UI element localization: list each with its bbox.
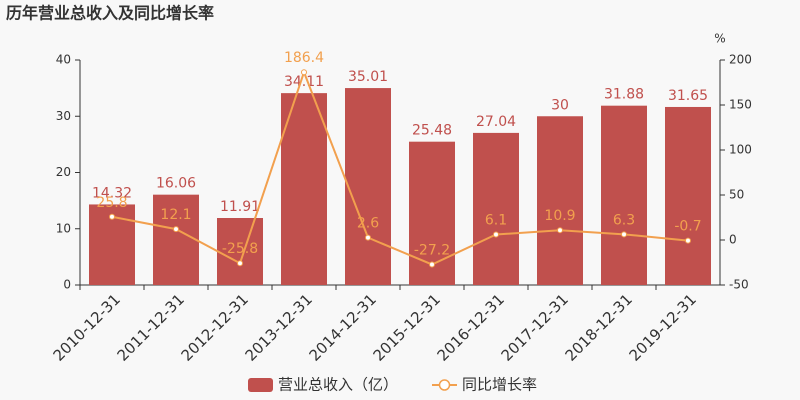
line-value-label: 6.1 bbox=[485, 213, 507, 229]
legend-swatch bbox=[248, 378, 273, 392]
line-point bbox=[557, 227, 563, 234]
y2-tick-label: 150 bbox=[729, 98, 752, 112]
line-value-label: 25.8 bbox=[96, 195, 127, 211]
line-point bbox=[173, 226, 179, 233]
line-point bbox=[365, 234, 371, 241]
line-point bbox=[429, 261, 435, 268]
y2-tick-label: -50 bbox=[729, 278, 749, 292]
line-point bbox=[493, 231, 499, 238]
line-value-label: -25.8 bbox=[222, 241, 258, 257]
line-value-label: 2.6 bbox=[357, 216, 379, 232]
bar bbox=[409, 141, 455, 285]
y-tick-label: 0 bbox=[63, 278, 71, 292]
line-point bbox=[109, 213, 115, 220]
line-value-label: 6.3 bbox=[613, 212, 635, 228]
legend-label: 营业总收入（亿） bbox=[278, 376, 398, 394]
bar bbox=[601, 105, 647, 285]
bar-value-label: 11.91 bbox=[220, 199, 260, 215]
bar-value-label: 31.65 bbox=[668, 88, 708, 104]
bar-value-label: 31.88 bbox=[604, 87, 644, 103]
bar-value-label: 25.48 bbox=[412, 123, 452, 139]
line-value-label: 186.4 bbox=[284, 50, 324, 66]
bar bbox=[665, 106, 711, 285]
bar bbox=[217, 218, 263, 285]
line-point bbox=[621, 231, 627, 238]
line-value-label: -27.2 bbox=[414, 242, 450, 258]
y2-tick-label: 100 bbox=[729, 143, 752, 157]
bar bbox=[537, 116, 583, 285]
line-point bbox=[685, 237, 691, 244]
bar bbox=[345, 88, 391, 285]
bar bbox=[473, 132, 519, 285]
y2-tick-label: 0 bbox=[729, 233, 737, 247]
line-value-label: 10.9 bbox=[544, 208, 575, 224]
y-tick-label: 20 bbox=[56, 165, 71, 179]
bar-value-label: 30 bbox=[551, 97, 569, 113]
bar-value-label: 35.01 bbox=[348, 69, 388, 85]
line-point bbox=[301, 69, 307, 76]
y-tick-label: 40 bbox=[56, 53, 71, 67]
y2-unit: % bbox=[714, 32, 725, 46]
y-tick-label: 10 bbox=[56, 221, 71, 235]
bar-value-label: 27.04 bbox=[476, 114, 516, 130]
legend-swatch bbox=[438, 379, 451, 391]
y2-tick-label: 50 bbox=[729, 188, 744, 202]
bar-value-label: 16.06 bbox=[156, 176, 196, 192]
bar-value-label: 34.11 bbox=[284, 74, 324, 90]
line-value-label: 12.1 bbox=[160, 207, 191, 223]
bar bbox=[281, 93, 327, 285]
y-tick-label: 30 bbox=[56, 109, 71, 123]
line bbox=[111, 69, 689, 266]
line-value-label: -0.7 bbox=[674, 219, 701, 235]
bar-value-label: 14.32 bbox=[92, 185, 132, 201]
chart-title: 历年营业总收入及同比增长率 bbox=[6, 4, 214, 23]
line-point bbox=[237, 260, 243, 267]
legend-label: 同比增长率 bbox=[462, 376, 537, 394]
y2-tick-label: 200 bbox=[729, 53, 752, 67]
bar bbox=[153, 194, 199, 285]
